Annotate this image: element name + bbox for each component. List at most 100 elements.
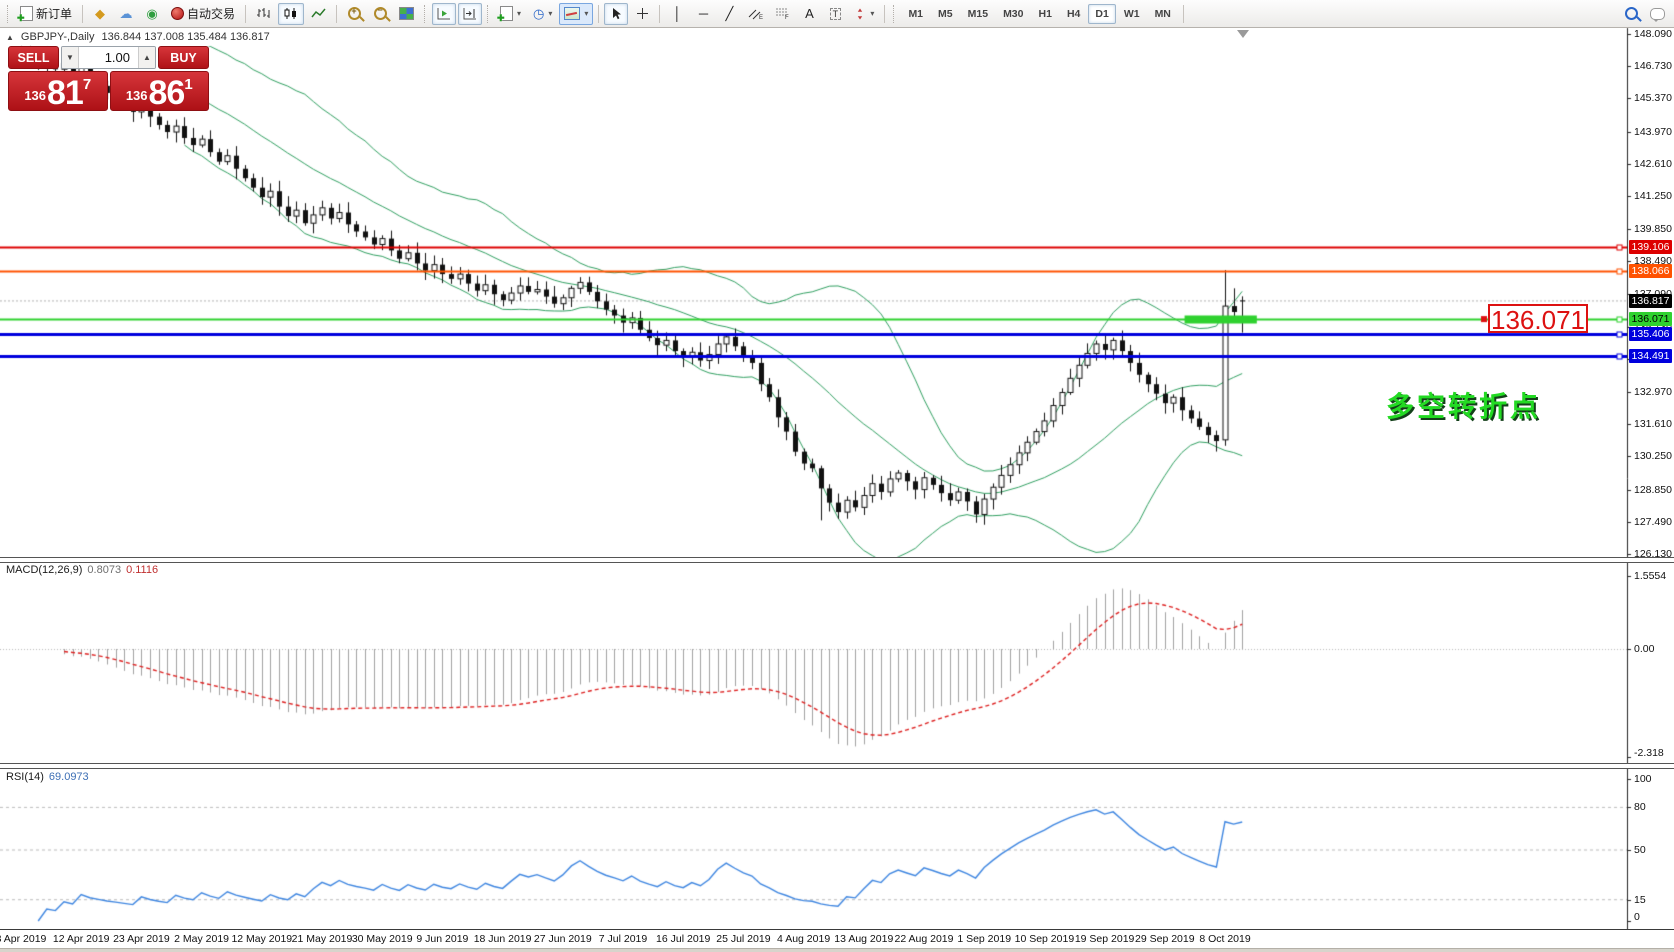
tile-windows-button[interactable] bbox=[394, 3, 419, 25]
candlestick-mode-button[interactable] bbox=[278, 2, 305, 25]
channel-icon: E bbox=[749, 9, 763, 20]
timeframe-m30-button[interactable]: M30 bbox=[996, 4, 1030, 24]
timeframe-h4-button[interactable]: H4 bbox=[1060, 4, 1087, 24]
divider bbox=[245, 4, 247, 23]
axis-price-tag: 139.106 bbox=[1629, 239, 1672, 254]
volume-stepper: ▼ 1.00 ▲ bbox=[61, 46, 156, 69]
axis-price-tag: 136.071 bbox=[1629, 311, 1672, 326]
channel-tool-button[interactable]: E bbox=[743, 3, 768, 25]
timeframe-d1-button[interactable]: D1 bbox=[1088, 3, 1116, 24]
toolbar-grip[interactable] bbox=[424, 4, 427, 23]
chart-header: ▲ GBPJPY-,Daily 136.844 137.008 135.484 … bbox=[6, 31, 270, 43]
text-label-tool-button[interactable]: T bbox=[823, 3, 847, 25]
buy-price-tile[interactable]: 136 86 1 bbox=[109, 71, 209, 111]
date-tick-label: 2 May 2019 bbox=[174, 933, 230, 945]
market-watch-icon: ◆ bbox=[95, 6, 106, 21]
date-tick-label: 16 Jul 2019 bbox=[656, 933, 711, 945]
line-chart-icon bbox=[311, 8, 326, 18]
chat-button[interactable] bbox=[1645, 3, 1670, 25]
market-watch-button[interactable]: ◆ bbox=[88, 3, 112, 25]
crosshair-tool-button[interactable] bbox=[630, 3, 654, 25]
axis-tick-label: 131.610 bbox=[1634, 418, 1672, 431]
fibonacci-tool-button[interactable]: F bbox=[770, 3, 795, 25]
axis-tick-label: 80 bbox=[1634, 801, 1646, 814]
date-tick-label: 12 May 2019 bbox=[231, 933, 293, 945]
buy-button[interactable]: BUY bbox=[158, 46, 209, 69]
timeframe-w1-button[interactable]: W1 bbox=[1117, 4, 1147, 24]
volume-decrease-button[interactable]: ▼ bbox=[62, 47, 79, 68]
timeframe-m15-button[interactable]: M15 bbox=[961, 4, 995, 24]
period-dropdown[interactable]: ◷ ▾ bbox=[528, 3, 557, 25]
panel-splitter[interactable] bbox=[0, 557, 1674, 563]
trendline-tool-button[interactable]: ╱ bbox=[717, 3, 741, 25]
search-button[interactable] bbox=[1619, 3, 1643, 25]
timeframe-mn-button[interactable]: MN bbox=[1148, 4, 1178, 24]
timeframe-m1-button[interactable]: M1 bbox=[901, 4, 930, 24]
collapse-panel-button[interactable]: ▲ bbox=[6, 32, 14, 42]
timeframe-group: M1 M5 M15 M30 H1 H4 D1 W1 MN bbox=[901, 3, 1178, 24]
date-tick-label: 13 Aug 2019 bbox=[834, 933, 894, 945]
panel-splitter[interactable] bbox=[0, 763, 1674, 769]
axis-tick-label: 130.250 bbox=[1634, 450, 1672, 463]
volume-field[interactable]: 1.00 bbox=[104, 50, 130, 65]
toolbar-grip[interactable] bbox=[487, 4, 490, 23]
line-chart-mode-button[interactable] bbox=[306, 3, 331, 25]
axis-tick-label: 15 bbox=[1634, 893, 1646, 906]
axis-tick-label: 148.090 bbox=[1634, 28, 1672, 40]
timeframe-m5-button[interactable]: M5 bbox=[931, 4, 960, 24]
sell-button[interactable]: SELL bbox=[8, 46, 59, 69]
volume-increase-button[interactable]: ▲ bbox=[138, 47, 155, 68]
chart-shift-marker-icon[interactable] bbox=[1237, 30, 1249, 38]
axis-tick-label: 146.730 bbox=[1634, 60, 1672, 73]
turning-point-annotation: 多空转折点 bbox=[1386, 391, 1542, 422]
date-tick-label: 10 Sep 2019 bbox=[1014, 933, 1075, 945]
toolbar-grip[interactable] bbox=[893, 4, 896, 23]
date-tick-label: 8 Oct 2019 bbox=[1199, 933, 1251, 945]
tile-windows-icon bbox=[399, 7, 415, 20]
axis-tick-label: 132.970 bbox=[1634, 386, 1672, 399]
date-tick-label: 22 Aug 2019 bbox=[894, 933, 954, 945]
one-click-trading-panel: SELL ▼ 1.00 ▲ BUY 136 81 7 136 86 1 bbox=[8, 46, 209, 111]
axis-tick-label: 1.5554 bbox=[1634, 569, 1667, 582]
axis-price-tag: 136.817 bbox=[1629, 293, 1672, 308]
toolbar-grip[interactable] bbox=[7, 4, 10, 23]
time-scale[interactable]: 3 Apr 2019 12 Apr 2019 23 Apr 2019 2 May 20… bbox=[0, 929, 1674, 948]
arrows-icon bbox=[858, 8, 863, 19]
divider bbox=[884, 4, 886, 23]
sell-price-tile[interactable]: 136 81 7 bbox=[8, 71, 108, 111]
divider bbox=[598, 4, 600, 23]
zoom-in-button[interactable] bbox=[342, 3, 366, 25]
timeframe-h1-button[interactable]: H1 bbox=[1032, 4, 1059, 24]
chart-shift-button[interactable] bbox=[458, 2, 483, 25]
rsi-value: 69.0973 bbox=[48, 771, 89, 783]
search-icon bbox=[1624, 7, 1638, 20]
axis-tick-label: 138.490 bbox=[1634, 255, 1672, 268]
bar-chart-mode-button[interactable] bbox=[251, 3, 276, 25]
price-scale[interactable]: 148.090 146.730 145.370 143.970 142.610 141.2… bbox=[1627, 0, 1674, 952]
community-button[interactable]: ☁ bbox=[114, 3, 138, 25]
axis-price-tag: 138.066 bbox=[1629, 264, 1672, 279]
zoom-out-button[interactable] bbox=[368, 3, 392, 25]
new-order-button[interactable]: 新订单 bbox=[15, 3, 77, 25]
macd-label: MACD(12,26,9) 0.8073 0.1116 bbox=[6, 564, 158, 576]
arrows-tool-dropdown[interactable]: ▾ bbox=[849, 3, 879, 25]
auto-scroll-button[interactable] bbox=[432, 2, 457, 25]
rsi-name: RSI(14) bbox=[6, 771, 44, 783]
cloud-icon: ☁ bbox=[119, 6, 133, 21]
ohlc-values: 136.844 137.008 135.484 136.817 bbox=[101, 31, 270, 43]
vertical-line-tool-button[interactable]: │ bbox=[665, 3, 689, 25]
date-tick-label: 29 Sep 2019 bbox=[1135, 933, 1195, 945]
autotrading-button[interactable]: 自动交易 bbox=[166, 3, 240, 25]
window-bottom-edge bbox=[0, 948, 1674, 952]
signals-button[interactable]: ◉ bbox=[140, 3, 164, 25]
new-chart-dropdown[interactable]: ▾ bbox=[495, 3, 526, 25]
indicators-dropdown[interactable]: ▾ bbox=[559, 2, 594, 25]
axis-tick-label: 100 bbox=[1634, 773, 1652, 785]
cursor-tool-button[interactable] bbox=[604, 2, 629, 25]
axis-tick-label: 128.850 bbox=[1634, 483, 1672, 496]
dropdown-arrow-icon: ▾ bbox=[584, 9, 589, 18]
text-tool-button[interactable]: A bbox=[797, 3, 821, 25]
horizontal-line-tool-button[interactable]: ─ bbox=[691, 3, 715, 25]
